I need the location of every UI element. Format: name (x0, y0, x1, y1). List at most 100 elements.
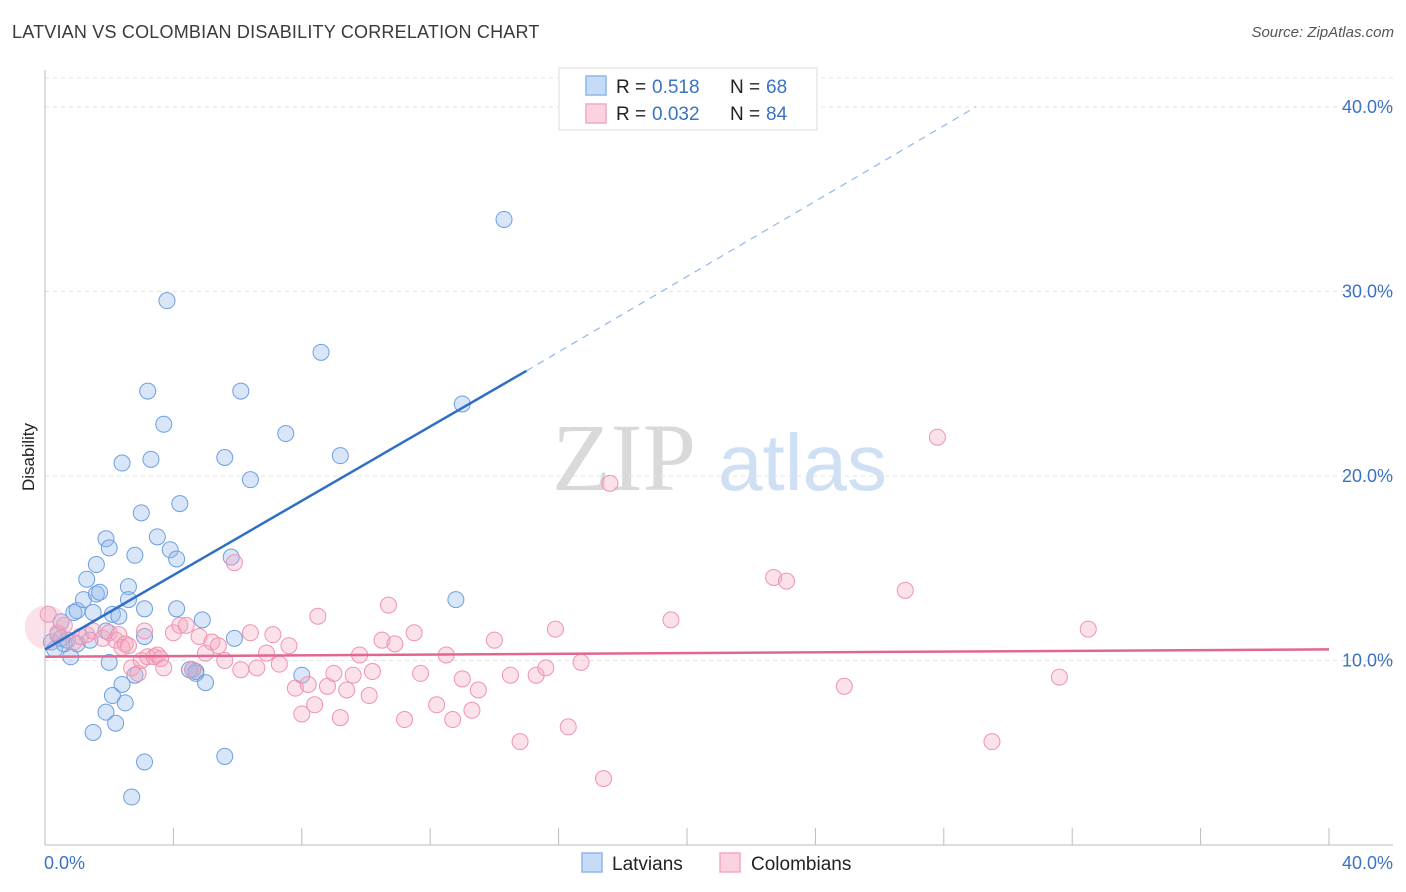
colombian-point (309, 607, 327, 625)
colombian-point (155, 659, 173, 677)
colombian-point (270, 655, 288, 673)
legend-r-value-colombians: 0.032 (652, 104, 700, 125)
chart-title: LATVIAN VS COLOMBIAN DISABILITY CORRELAT… (12, 22, 540, 42)
latvian-point (75, 591, 93, 609)
x-tick-label-max: 40.0% (1342, 853, 1393, 873)
latvian-trend-line (44, 369, 528, 651)
legend-n-label-colombians: N = (730, 104, 760, 125)
colombian-point (595, 770, 613, 788)
latvian-point (100, 653, 118, 671)
latvian-point (97, 530, 115, 548)
colombian-point (338, 681, 356, 699)
y-tick-label: 10.0% (1342, 650, 1393, 670)
latvian-point (78, 570, 96, 588)
legend-n-label-latvians: N = (730, 77, 760, 98)
colombian-point (110, 626, 128, 644)
bottom-legend-swatch-colombians (719, 852, 741, 873)
legend-r-label-latvians: R = (616, 77, 646, 98)
latvian-point (232, 382, 250, 400)
latvian-point (84, 723, 102, 741)
colombian-point (299, 675, 317, 693)
colombian-point (171, 616, 189, 634)
x-tick-label-min: 0.0% (44, 853, 85, 873)
colombian-point (190, 627, 208, 645)
colombian-point (559, 718, 577, 736)
latvian-point (126, 546, 144, 564)
latvian-point (113, 454, 131, 472)
colombian-point (136, 622, 154, 640)
colombian-point (1079, 620, 1097, 638)
colombian-point (511, 733, 529, 751)
latvian-point (331, 447, 349, 465)
latvian-point (171, 495, 189, 513)
colombian-point (184, 661, 202, 679)
y-tick-label: 40.0% (1342, 97, 1393, 117)
colombian-point (39, 605, 57, 623)
bottom-legend-label-colombians: Colombians (751, 854, 851, 875)
colombian-point (373, 631, 391, 649)
latvian-point (103, 687, 121, 705)
latvian-point (116, 694, 134, 712)
y-axis-label: Disability (19, 422, 38, 491)
colombian-point (325, 664, 343, 682)
colombian-point (286, 679, 304, 697)
colombian-point (469, 681, 487, 699)
latvian-point (312, 343, 330, 361)
colombian-point (55, 616, 73, 634)
latvian-point (148, 528, 166, 546)
colombian-point (412, 664, 430, 682)
gridlines (45, 77, 1393, 661)
colombian-point (119, 637, 137, 655)
y-tick-label: 20.0% (1342, 466, 1393, 486)
watermark-atlas: atlas (718, 418, 887, 507)
colombian-point (264, 626, 282, 644)
latvian-point (216, 747, 234, 765)
latvian-point (161, 541, 179, 559)
latvian-point (123, 788, 141, 806)
colombian-point (280, 637, 298, 655)
latvian-point (139, 382, 157, 400)
colombian-cluster-point (24, 605, 69, 650)
colombian-point (331, 709, 349, 727)
colombian-point (1050, 668, 1068, 686)
legend-swatch-colombians (585, 103, 607, 124)
colombian-point (379, 596, 397, 614)
y-tick-labels: 10.0% 20.0% 30.0% 40.0% (1342, 97, 1393, 671)
bottom-legend-label-latvians: Latvians (612, 854, 683, 875)
latvian-point (136, 600, 154, 618)
latvian-point (142, 450, 160, 468)
colombian-point (444, 711, 462, 729)
colombian-trend-line (44, 648, 1330, 659)
x-tick-labels: 0.0% 40.0% (44, 853, 1393, 873)
colombian-point (232, 661, 250, 679)
latvian-point (225, 629, 243, 647)
latvian-point (113, 675, 131, 693)
bottom-legend-swatch-latvians (581, 852, 603, 873)
latvian-point (168, 550, 186, 568)
colombian-point (662, 611, 680, 629)
colombian-point (248, 659, 266, 677)
colombian-point (209, 637, 227, 655)
legend-n-value-colombians: 84 (766, 104, 788, 125)
colombian-point (546, 620, 564, 638)
colombian-point (501, 666, 519, 684)
colombian-point (344, 666, 362, 684)
colombian-point (405, 624, 423, 642)
latvian-point (100, 539, 118, 557)
colombian-point (293, 705, 311, 723)
trend-lines (44, 106, 1330, 659)
latvian-point (222, 548, 240, 566)
colombian-point (453, 670, 471, 688)
latvian-point (447, 591, 465, 609)
legend-r-value-latvians: 0.518 (652, 77, 700, 98)
latvian-point (495, 210, 513, 228)
series-legend: Latvians Colombians (581, 852, 851, 875)
latvian-point (277, 425, 295, 443)
latvian-point (155, 415, 173, 433)
colombian-point (983, 733, 1001, 751)
latvian-point (87, 556, 105, 574)
colombian-point (396, 711, 414, 729)
latvian-point (136, 753, 154, 771)
watermark-zip: ZIP (552, 404, 696, 511)
latvian-point (241, 471, 259, 489)
